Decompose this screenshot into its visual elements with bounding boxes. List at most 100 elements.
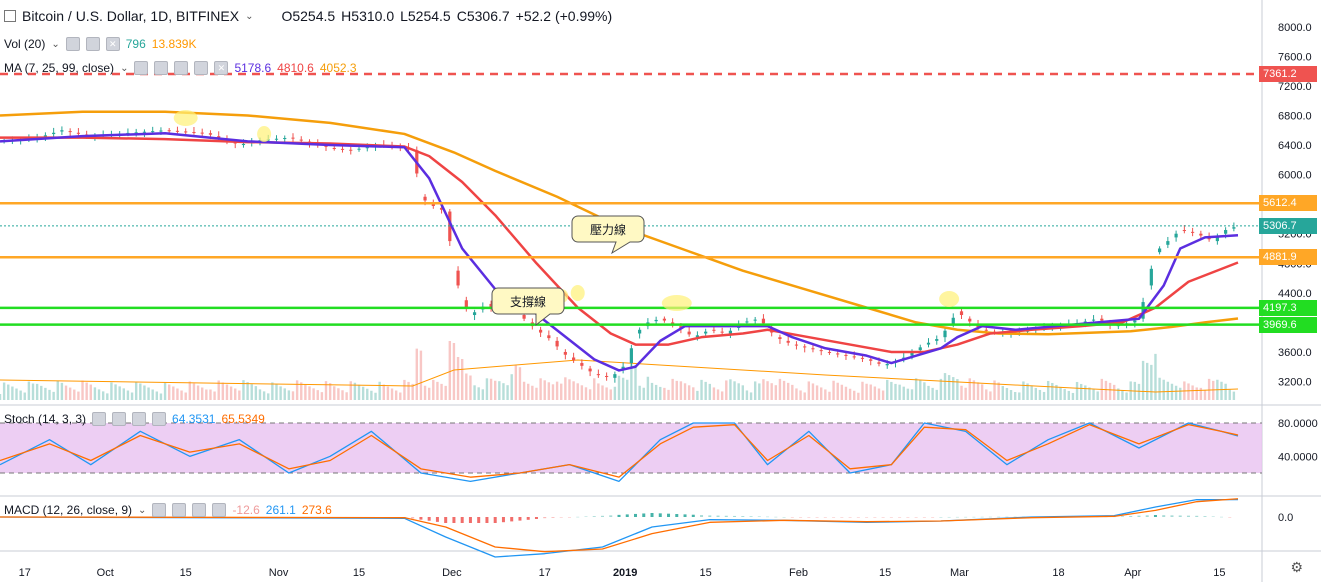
stoch-legend[interactable]: Stoch (14, 3, 3) 64.3531 65.5349	[4, 412, 265, 426]
macd-histogram-bar	[543, 517, 547, 519]
macd-histogram-bar	[716, 515, 720, 517]
volume-bar	[675, 380, 678, 400]
volume-bar	[997, 382, 1000, 400]
volume-bar	[1137, 383, 1141, 400]
volume-bar	[576, 383, 579, 400]
support-callout: 支撐線	[491, 287, 565, 327]
macd-histogram-bar	[815, 517, 819, 518]
close-icon[interactable]: ✕	[105, 37, 120, 51]
more-icon[interactable]	[212, 503, 227, 517]
volume-bar	[1096, 391, 1099, 400]
chevron-down-icon[interactable]: ⌄	[245, 10, 254, 22]
volume-bar	[101, 391, 105, 400]
more-icon[interactable]	[194, 61, 209, 75]
candle-body	[200, 132, 204, 134]
chevron-down-icon[interactable]: ⌄	[51, 38, 60, 50]
volume-bar	[1104, 380, 1108, 400]
candle-body	[208, 133, 213, 135]
chevron-down-icon[interactable]: ⌄	[138, 504, 147, 516]
macd-histogram-bar	[988, 516, 992, 518]
stoch-label: Stoch (14, 3, 3)	[4, 412, 87, 426]
volume-bar	[27, 381, 31, 400]
candle-body	[629, 348, 633, 364]
volume-bar	[403, 379, 406, 400]
macd-legend[interactable]: MACD (12, 26, close, 9) ⌄ -12.6 261.1 27…	[4, 503, 332, 517]
volume-bar	[716, 389, 720, 400]
volume-bar	[1125, 392, 1128, 400]
volume-bar	[386, 386, 390, 400]
gear-icon[interactable]	[85, 37, 100, 51]
symbol-legend[interactable]: Bitcoin / U.S. Dollar, 1D, BITFINEX ⌄ O5…	[4, 8, 612, 24]
close-icon[interactable]: ✕	[214, 61, 229, 75]
eye-icon[interactable]	[92, 412, 107, 426]
candle-body	[704, 331, 708, 334]
eye-icon[interactable]	[152, 503, 167, 517]
macd-histogram-bar	[906, 517, 910, 518]
candle-body	[1091, 319, 1096, 321]
volume-bar	[147, 387, 150, 400]
candle-body	[241, 143, 246, 146]
settings-gear-icon[interactable]: ⚙	[1290, 559, 1303, 575]
ma99-value: 4052.3	[319, 61, 357, 75]
volume-bar	[766, 381, 769, 400]
macd-histogram-bar	[1186, 515, 1190, 517]
volume-bar	[345, 392, 348, 400]
candle-body	[728, 330, 733, 334]
volume-legend[interactable]: Vol (20) ⌄ ✕ 796 13.839K	[4, 37, 197, 51]
candle-body	[1166, 241, 1170, 245]
macd-histogram-bar	[724, 515, 728, 517]
volume-bar	[873, 386, 877, 400]
gear-icon[interactable]	[172, 503, 187, 517]
volume-bar	[522, 381, 526, 400]
macd-histogram-bar	[947, 516, 951, 518]
volume-ma-line	[0, 359, 1239, 393]
candle-body	[1083, 321, 1087, 323]
ohlc-open: O5254.5	[281, 8, 336, 24]
callout-label: 支撐線	[510, 294, 546, 309]
volume-bar	[572, 381, 575, 400]
volume-bar	[337, 388, 340, 400]
candle-body	[836, 353, 840, 355]
gear-icon[interactable]	[112, 412, 127, 426]
chevron-down-icon[interactable]: ⌄	[120, 62, 129, 74]
candle-body	[654, 319, 658, 322]
gear-icon[interactable]	[154, 61, 169, 75]
volume-bar	[877, 388, 881, 400]
macd-histogram-bar	[741, 516, 745, 517]
volume-bar	[683, 383, 687, 400]
macd-histogram-bar	[642, 513, 646, 517]
collapse-icon[interactable]	[4, 10, 16, 22]
volume-bar	[923, 382, 926, 400]
code-icon[interactable]	[132, 412, 147, 426]
macd-histogram-bar	[708, 515, 712, 517]
candle-body	[175, 130, 180, 132]
price-label: 5306.7	[1259, 217, 1317, 234]
code-icon[interactable]	[192, 503, 207, 517]
volume-bar	[1022, 381, 1025, 400]
candle-body	[687, 331, 691, 335]
volume-bar	[1034, 387, 1037, 400]
volume-bar	[118, 386, 121, 400]
y-tick-label: 7200.0	[1278, 81, 1312, 93]
more-icon[interactable]	[152, 412, 167, 426]
volume-bar	[238, 390, 241, 400]
ma-legend[interactable]: MA (7, 25, 99, close) ⌄ ✕ 5178.6 4810.6 …	[4, 61, 357, 75]
volume-bar	[820, 387, 823, 400]
volume-bar	[167, 384, 171, 400]
volume-bar	[419, 350, 423, 400]
volume-bar	[844, 386, 848, 400]
candle-body	[984, 329, 988, 331]
candle-body	[844, 354, 848, 356]
volume-bar	[708, 383, 711, 400]
volume-bar	[436, 381, 439, 400]
code-icon[interactable]	[174, 61, 189, 75]
volume-bar	[824, 389, 827, 400]
volume-bar	[1079, 383, 1083, 400]
volume-bar	[737, 383, 740, 400]
eye-icon[interactable]	[65, 37, 80, 51]
candle-body	[910, 352, 914, 356]
eye-icon[interactable]	[134, 61, 149, 75]
candle-body	[1133, 320, 1137, 323]
